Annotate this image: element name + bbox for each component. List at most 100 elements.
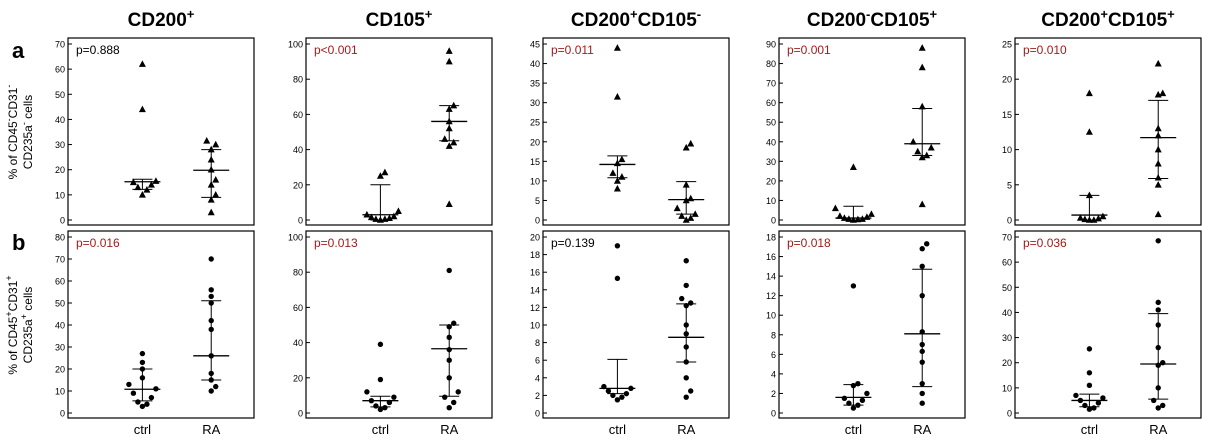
y-tick-label: 18: [766, 233, 776, 243]
data-point: [678, 212, 686, 219]
y-tick-label: 0: [535, 409, 540, 419]
data-point: [613, 44, 621, 51]
data-point: [1155, 299, 1161, 306]
y-tick-label: 60: [55, 277, 65, 287]
data-point: [623, 390, 630, 397]
data-point: [1099, 212, 1107, 220]
data-point: [376, 172, 384, 179]
data-point: [614, 243, 621, 249]
data-point: [139, 375, 146, 381]
data-point: [208, 287, 214, 293]
data-point: [207, 165, 215, 173]
panel-frame: [1014, 230, 1202, 419]
y-tick-label: 100: [288, 233, 303, 243]
data-point: [208, 293, 214, 300]
y-tick-label: 25: [530, 118, 540, 128]
y-tick-label: 50: [1002, 283, 1012, 293]
data-point: [613, 177, 621, 184]
y-tick-label: 0: [535, 216, 540, 226]
data-point: [207, 181, 215, 188]
data-point: [1159, 89, 1167, 97]
data-point: [924, 241, 930, 247]
y-tick-label: 70: [1002, 233, 1012, 243]
y-tick-label: 20: [293, 373, 303, 383]
panel: 0 5 10 15 20 25 p=0.010: [1002, 37, 1202, 226]
data-point: [208, 317, 214, 324]
y-tick-label: 40: [293, 338, 303, 348]
y-tick-label: 70: [766, 79, 776, 89]
data-point: [914, 147, 922, 155]
y-tick-label: 20: [1002, 75, 1012, 85]
data-point: [918, 153, 926, 161]
data-point: [1082, 402, 1088, 409]
y-tick-label: 60: [55, 65, 65, 75]
row-letter-a: a: [12, 38, 25, 63]
y-tick-label: 60: [293, 110, 303, 120]
y-tick-label: 40: [55, 115, 65, 125]
data-point: [836, 212, 844, 219]
panel: 0 2 4 6 8 10 12 14 16 18 p=0.018: [766, 230, 966, 419]
panel-frame: [542, 37, 730, 226]
y-tick-label: 10: [1002, 383, 1012, 393]
data-point: [1160, 402, 1166, 409]
data-point: [919, 292, 925, 299]
y-tick-label: 35: [530, 79, 540, 89]
data-point: [850, 283, 857, 289]
y-tick-label: 45: [530, 40, 540, 50]
data-point: [918, 44, 926, 51]
data-point: [628, 385, 634, 392]
data-point: [923, 151, 931, 159]
data-point: [446, 346, 452, 353]
data-point: [919, 390, 925, 397]
data-point: [864, 390, 870, 397]
data-point: [863, 213, 871, 220]
data-point: [373, 403, 379, 409]
data-point: [858, 215, 866, 222]
data-point: [849, 163, 857, 170]
y-tick-label: 90: [766, 40, 776, 50]
data-point: [213, 383, 219, 390]
data-point: [683, 394, 689, 400]
data-point: [919, 359, 925, 365]
y-tick-label: 10: [530, 321, 540, 331]
data-point: [682, 143, 690, 151]
data-point: [1094, 214, 1102, 222]
data-point: [673, 204, 681, 212]
data-point: [208, 300, 214, 306]
y-tick-label: 30: [55, 343, 65, 353]
data-point: [919, 246, 925, 252]
data-point: [618, 155, 626, 163]
panel: 0 5 10 15 20 25 30 35 40 45 p=0.011: [530, 37, 730, 226]
data-point: [143, 186, 151, 193]
x-category-label: RA: [1149, 422, 1168, 437]
data-point: [139, 403, 146, 410]
p-value-label: p=0.139: [551, 236, 595, 250]
data-point: [683, 359, 689, 365]
y-tick-label: 4: [771, 369, 776, 379]
data-point: [1086, 346, 1093, 352]
y-tick-label: 2: [771, 389, 776, 399]
y-tick-label: 20: [530, 137, 540, 147]
data-point: [445, 47, 453, 54]
data-point: [207, 145, 215, 153]
data-point: [446, 334, 452, 341]
y-tick-label: 20: [55, 365, 65, 375]
panel-frame: [542, 230, 730, 419]
panel: 0 10 20 30 40 50 60 70 80 p=0.016: [55, 230, 255, 419]
data-point: [1155, 385, 1161, 391]
y-tick-label: 0: [1007, 216, 1012, 226]
data-point: [212, 191, 220, 198]
data-point: [445, 200, 453, 207]
data-point: [450, 138, 458, 146]
data-point: [134, 183, 142, 191]
data-point: [382, 405, 388, 411]
data-point: [130, 390, 137, 396]
data-point: [683, 258, 689, 264]
data-point: [377, 406, 384, 413]
data-point: [445, 57, 453, 65]
data-point: [855, 380, 861, 387]
y-tick-label: 60: [293, 303, 303, 313]
y-tick-label: 0: [1007, 409, 1012, 419]
data-point: [1086, 406, 1093, 412]
